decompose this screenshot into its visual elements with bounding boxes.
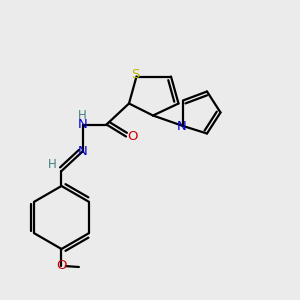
Text: N: N xyxy=(177,119,186,133)
Text: N: N xyxy=(78,145,87,158)
Text: H: H xyxy=(78,109,87,122)
Text: S: S xyxy=(131,68,139,82)
Text: O: O xyxy=(56,259,67,272)
Text: H: H xyxy=(48,158,57,172)
Text: O: O xyxy=(127,130,138,143)
Text: N: N xyxy=(78,118,87,131)
